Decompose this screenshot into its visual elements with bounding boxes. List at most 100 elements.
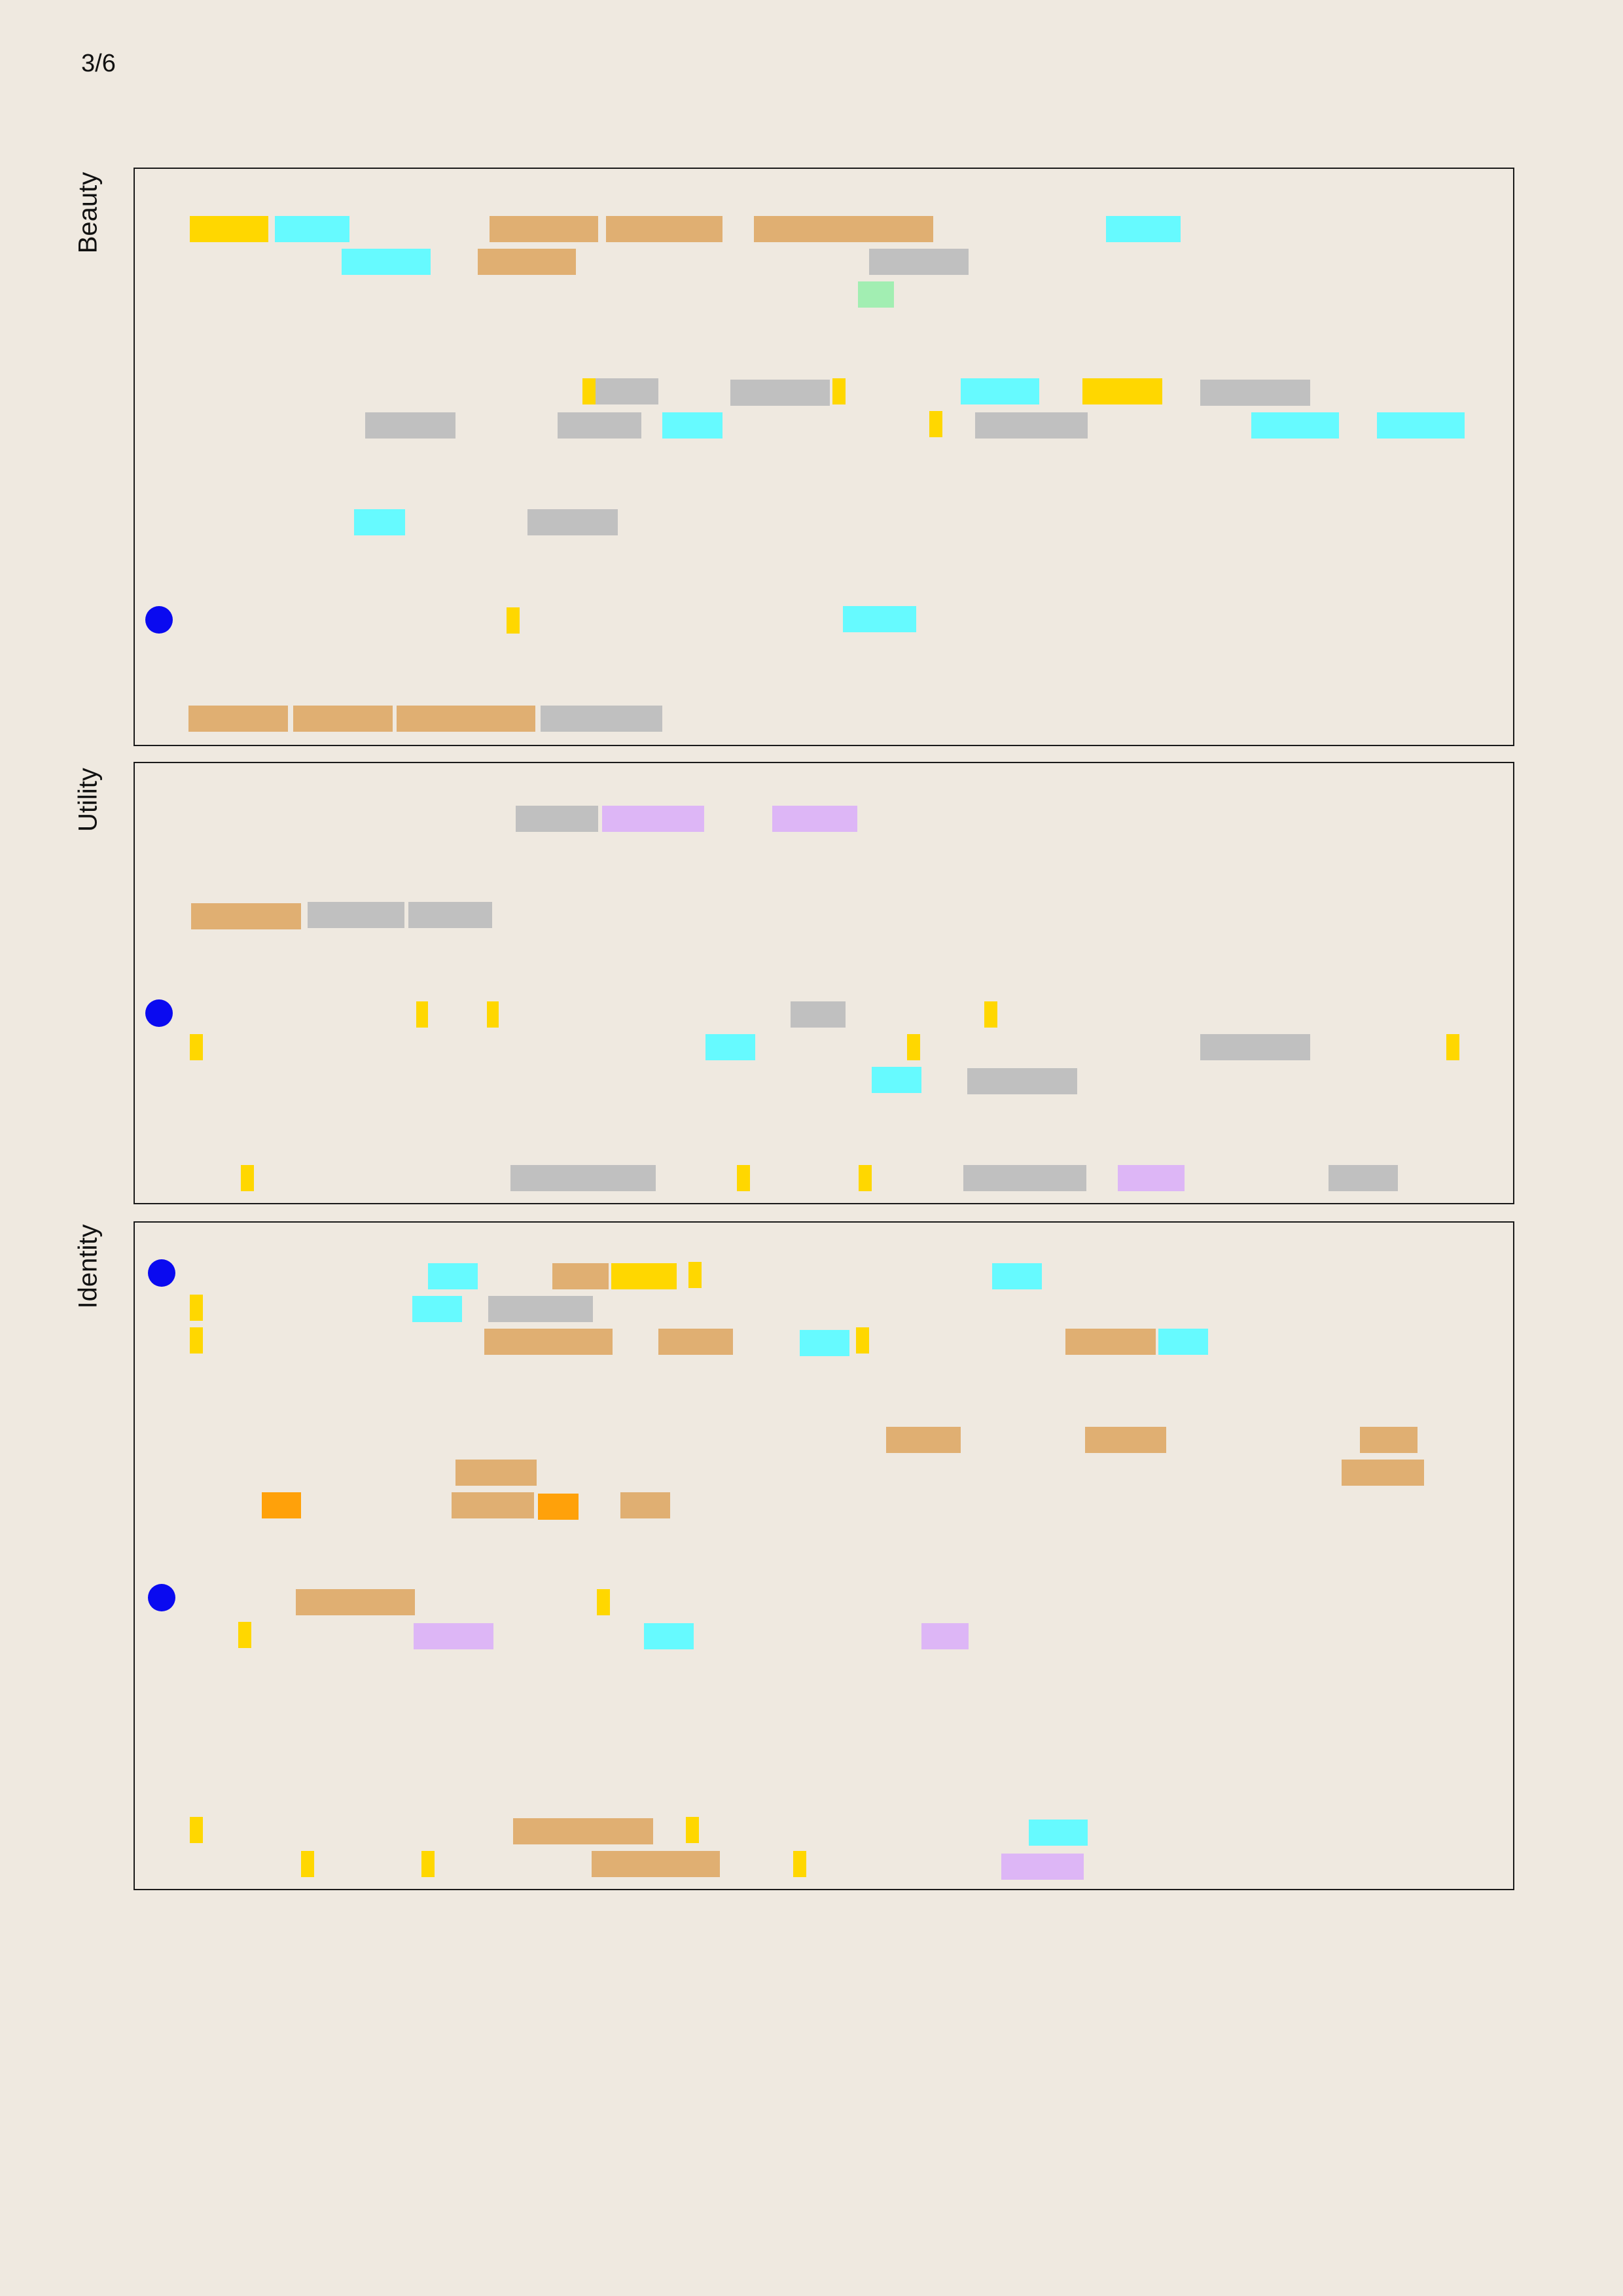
marker-dot — [145, 606, 173, 634]
timeline-block-cyan — [961, 378, 1039, 404]
timeline-block-grey — [1200, 380, 1310, 406]
timeline-block-grey — [527, 509, 618, 535]
timeline-block-grey — [1200, 1034, 1310, 1060]
timeline-block-gold — [582, 378, 596, 404]
timeline-block-cyan — [1251, 412, 1339, 439]
timeline-block-cyan — [354, 509, 405, 535]
marker-dot — [148, 1584, 175, 1611]
timeline-block-tan — [513, 1818, 653, 1844]
timeline-block-grey — [510, 1165, 656, 1191]
timeline-block-grey — [516, 806, 598, 832]
timeline-block-tan — [606, 216, 722, 242]
timeline-block-cyan — [412, 1296, 462, 1322]
timeline-block-lilac — [772, 806, 857, 832]
timeline-block-tan — [490, 216, 598, 242]
timeline-block-grey — [596, 378, 658, 404]
timeline-block-grey — [963, 1165, 1086, 1191]
timeline-block-grey — [967, 1068, 1077, 1094]
panel-beauty — [134, 168, 1514, 746]
timeline-block-gold — [686, 1817, 699, 1843]
timeline-block-cyan — [843, 606, 916, 632]
section-label-identity: Identity — [73, 1224, 103, 1309]
timeline-block-cyan — [1377, 412, 1465, 439]
timeline-block-tan — [484, 1329, 613, 1355]
timeline-block-gold — [190, 1327, 203, 1354]
timeline-block-cyan — [872, 1067, 921, 1093]
timeline-block-gold — [737, 1165, 750, 1191]
timeline-block-tan — [1360, 1427, 1418, 1453]
timeline-block-cyan — [644, 1623, 694, 1649]
timeline-block-gold — [487, 1001, 499, 1028]
timeline-block-gold — [907, 1034, 920, 1060]
timeline-block-gold — [301, 1851, 314, 1877]
timeline-block-gold — [793, 1851, 806, 1877]
timeline-block-cyan — [1158, 1329, 1208, 1355]
timeline-block-tan — [592, 1851, 720, 1877]
marker-dot — [148, 1259, 175, 1287]
timeline-block-tan — [1065, 1329, 1156, 1355]
timeline-block-grey — [730, 380, 830, 406]
timeline-block-tan — [754, 216, 933, 242]
timeline-block-grey — [791, 1001, 846, 1028]
page-number: 3/6 — [81, 50, 116, 77]
timeline-block-gold — [1082, 378, 1162, 404]
timeline-block-gold — [241, 1165, 254, 1191]
section-label-beauty: Beauty — [73, 171, 103, 254]
timeline-block-cyan — [1106, 216, 1181, 242]
timeline-block-tan — [620, 1492, 670, 1518]
timeline-block-tan — [452, 1492, 534, 1518]
timeline-block-cyan — [428, 1263, 478, 1289]
timeline-block-gold — [190, 216, 268, 242]
timeline-block-grey — [365, 412, 455, 439]
panel-identity — [134, 1221, 1514, 1890]
timeline-block-cyan — [275, 216, 349, 242]
timeline-block-lilac — [1118, 1165, 1185, 1191]
timeline-block-tan — [1085, 1427, 1166, 1453]
timeline-block-tan — [886, 1427, 961, 1453]
timeline-block-gold — [611, 1263, 677, 1289]
timeline-block-gold — [1446, 1034, 1459, 1060]
timeline-block-grey — [408, 902, 492, 928]
timeline-block-gold — [856, 1327, 869, 1354]
timeline-block-grey — [308, 902, 404, 928]
timeline-block-lilac — [602, 806, 704, 832]
timeline-block-cyan — [342, 249, 431, 275]
timeline-block-cyan — [1029, 1820, 1088, 1846]
timeline-block-tan — [552, 1263, 609, 1289]
timeline-block-tan — [293, 706, 393, 732]
timeline-block-gold — [190, 1295, 203, 1321]
timeline-block-gold — [507, 607, 520, 634]
timeline-block-tan — [191, 903, 301, 929]
timeline-block-tan — [478, 249, 576, 275]
timeline-block-gold — [416, 1001, 428, 1028]
timeline-block-gold — [190, 1034, 203, 1060]
timeline-block-orange — [538, 1494, 579, 1520]
timeline-block-cyan — [800, 1330, 849, 1356]
marker-dot — [145, 999, 173, 1027]
timeline-block-grey — [488, 1296, 593, 1322]
timeline-block-green — [858, 281, 894, 308]
timeline-block-tan — [1342, 1460, 1424, 1486]
timeline-block-gold — [929, 411, 942, 437]
timeline-block-grey — [558, 412, 641, 439]
timeline-block-orange — [262, 1492, 301, 1518]
timeline-block-tan — [455, 1460, 537, 1486]
timeline-block-lilac — [1001, 1854, 1084, 1880]
timeline-block-lilac — [414, 1623, 493, 1649]
timeline-block-tan — [296, 1589, 415, 1615]
timeline-block-gold — [421, 1851, 435, 1877]
timeline-block-gold — [597, 1589, 610, 1615]
section-label-utility: Utility — [73, 768, 103, 832]
timeline-block-cyan — [705, 1034, 755, 1060]
timeline-block-cyan — [992, 1263, 1042, 1289]
timeline-block-grey — [541, 706, 662, 732]
timeline-block-gold — [238, 1622, 251, 1648]
timeline-block-grey — [975, 412, 1088, 439]
timeline-block-tan — [658, 1329, 733, 1355]
timeline-block-cyan — [662, 412, 722, 439]
timeline-block-grey — [1329, 1165, 1398, 1191]
timeline-block-gold — [190, 1817, 203, 1843]
panel-utility — [134, 762, 1514, 1204]
timeline-block-tan — [188, 706, 288, 732]
timeline-block-grey — [869, 249, 969, 275]
